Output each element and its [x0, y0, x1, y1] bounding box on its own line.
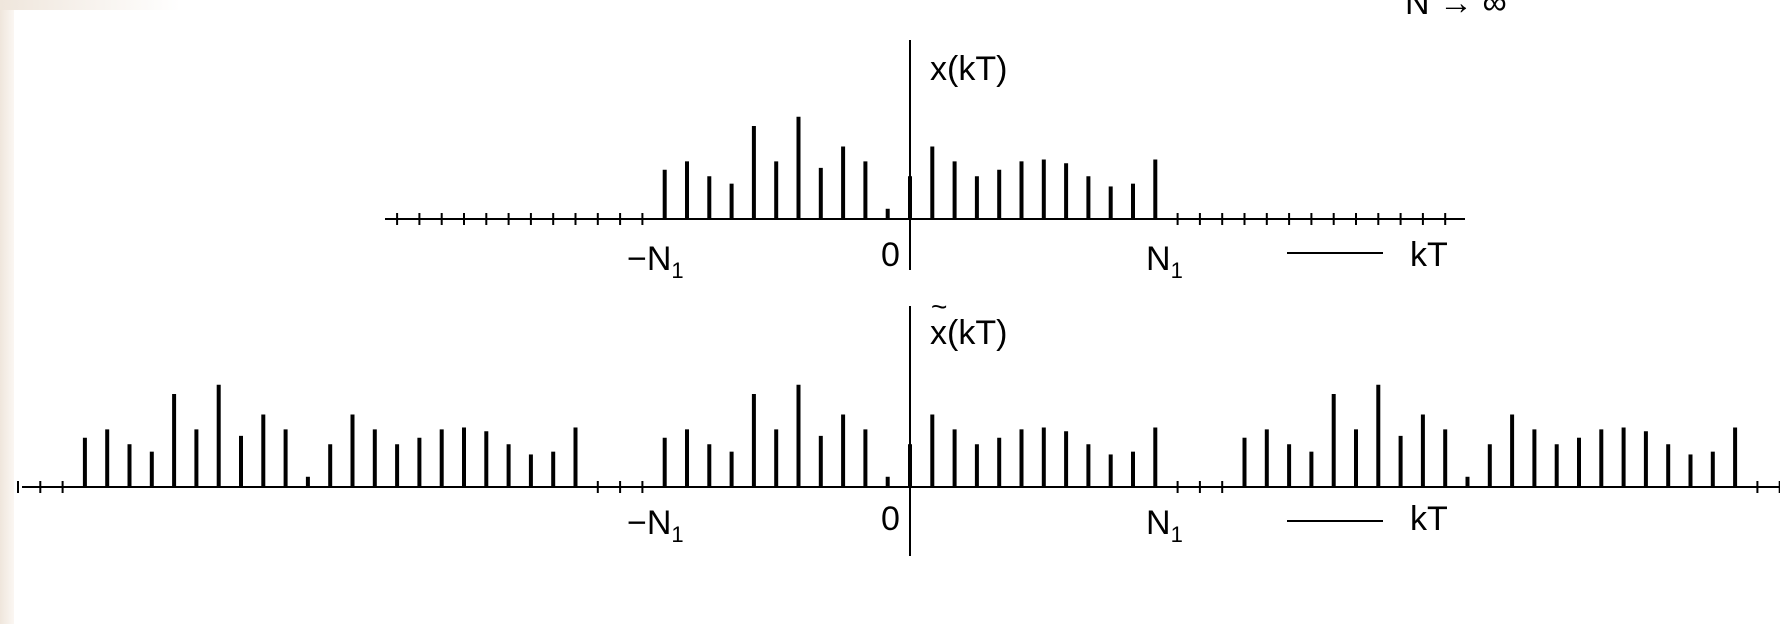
plot-periodic-extension: x(kT) ~ −N1 0 N1 kT [17, 291, 1780, 556]
top-ylabel: x(kT) [930, 50, 1007, 88]
bottom-ylabel-accent: ~ [931, 291, 947, 322]
top-neg-n1-label: −N1 [627, 240, 684, 283]
bottom-origin-label: 0 [881, 500, 900, 538]
top-xlabel: kT [1410, 236, 1448, 274]
bottom-neg-n1-label: −N1 [627, 504, 684, 547]
top-origin-label: 0 [881, 236, 900, 274]
plot-aperiodic-signal: x(kT) −N1 0 N1 kT [385, 40, 1465, 283]
left-edge-shading [0, 0, 14, 624]
bottom-n1-label: N1 [1146, 504, 1183, 547]
top-axis-ticks [396, 213, 1447, 225]
bottom-xlabel: kT [1410, 500, 1448, 538]
bottom-sample-stems [82, 384, 1738, 487]
top-n1-label: N1 [1146, 240, 1183, 283]
limit-label: N → ∞ [1405, 0, 1507, 22]
bottom-ylabel: x(kT) [930, 314, 1007, 352]
top-corner-shading [0, 0, 180, 10]
top-sample-stems [662, 116, 1158, 219]
bottom-axis-ticks [17, 481, 1780, 493]
